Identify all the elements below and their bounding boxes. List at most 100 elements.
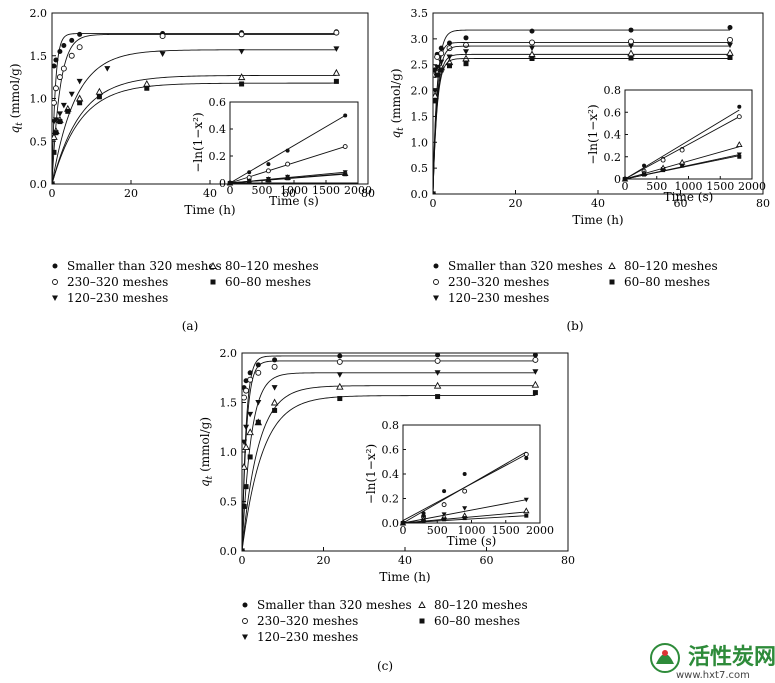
x-tick-label: 0 xyxy=(239,554,246,567)
chart-panel-2: 0 20 40 60 80 0.0 0.5 1.0 1.5 2.0 2.5 3.0 3.5 Time (h… xyxy=(389,7,770,333)
data-point xyxy=(104,66,111,72)
legend-marker xyxy=(242,602,248,608)
watermark: 活性炭网 www.hxt7.com xyxy=(650,643,775,681)
series-fit-line xyxy=(52,49,337,184)
x-tick-label: 60 xyxy=(282,187,296,200)
chart-panel-1: 0 20 40 60 80 0.0 0.5 1.0 1.5 2.0 Time (h) qt (mmol… xyxy=(8,7,375,333)
data-point xyxy=(57,48,63,54)
data-point xyxy=(532,390,538,396)
inset-y-tick-label: 0 xyxy=(614,173,621,186)
y-tick-label: 3.0 xyxy=(411,33,429,46)
inset-data-point xyxy=(523,497,529,503)
series-4 xyxy=(242,380,540,551)
data-point xyxy=(434,64,441,71)
inset-series-5 xyxy=(623,154,742,181)
inset-data-point xyxy=(660,157,666,163)
x-axis-label: Time (h) xyxy=(572,213,623,227)
panel-label: (c) xyxy=(377,659,393,673)
inset-y-axis-label: −ln(1−x²) xyxy=(191,112,205,172)
data-point xyxy=(628,55,634,61)
legend-item: 60–80 meshes xyxy=(210,275,311,289)
legend-item: 60–80 meshes xyxy=(609,275,710,289)
data-point xyxy=(237,73,246,81)
inset-series-5 xyxy=(401,513,529,525)
data-point xyxy=(434,357,441,364)
data-point xyxy=(726,48,734,56)
legend-marker xyxy=(433,263,439,269)
inset-frame xyxy=(402,424,541,524)
data-point xyxy=(56,111,63,117)
y-axis-label: qt (mmol/g) xyxy=(8,63,25,133)
legend-label: Smaller than 320 meshes xyxy=(448,259,603,273)
legend-marker xyxy=(433,279,439,285)
data-point xyxy=(56,74,63,81)
inset-data-point xyxy=(285,176,290,181)
inset-data-point xyxy=(524,513,529,518)
data-point xyxy=(271,363,278,370)
legend-item: Smaller than 320 meshes xyxy=(433,259,603,273)
y-axis-label-base: q xyxy=(198,479,212,487)
inset-data-point xyxy=(343,172,348,177)
inset-x-axis-label: Time (s) xyxy=(269,194,319,208)
series-fit-line xyxy=(52,33,337,184)
inset-x-tick-label: 1000 xyxy=(458,524,486,537)
data-point xyxy=(52,133,58,140)
inset-data-point xyxy=(680,163,685,168)
y-axis-label-sub: t xyxy=(396,127,406,131)
inset-data-point xyxy=(679,147,685,153)
data-point xyxy=(238,48,245,55)
inset-y-axis-label: −ln(1−x²) xyxy=(586,104,600,164)
y-tick-label: 3.5 xyxy=(411,7,429,20)
series-2 xyxy=(52,29,340,184)
legend-item: 120–230 meshes xyxy=(52,291,168,305)
data-point xyxy=(271,385,278,391)
data-point xyxy=(433,98,438,104)
data-point xyxy=(272,357,278,363)
data-point xyxy=(627,49,635,57)
inset-frame xyxy=(229,101,359,184)
data-point xyxy=(628,38,634,45)
data-point xyxy=(52,117,59,123)
inset-x-tick-label: 2000 xyxy=(738,180,766,193)
series-fit-line xyxy=(242,360,536,551)
inset-x-tick-label: 0 xyxy=(227,184,234,197)
data-point xyxy=(628,43,634,50)
legend-marker xyxy=(242,618,248,624)
inset-x-tick-label: 1500 xyxy=(492,524,520,537)
legend-label: 230–320 meshes xyxy=(257,614,358,628)
series-5 xyxy=(52,78,339,184)
data-point xyxy=(532,369,539,375)
data-point xyxy=(332,68,341,76)
y-tick-label: 1.0 xyxy=(30,93,48,106)
inset-data-point xyxy=(285,161,291,167)
y-tick-label: 2.0 xyxy=(30,7,48,20)
data-point xyxy=(242,394,247,401)
inset-data-point xyxy=(462,488,468,494)
inset-data-point xyxy=(623,177,627,181)
x-tick-label: 60 xyxy=(480,554,494,567)
series-2 xyxy=(242,356,539,551)
inset-data-point xyxy=(265,168,271,174)
legend-label: Smaller than 320 meshes xyxy=(67,259,222,273)
legend-item: 60–80 meshes xyxy=(419,614,520,628)
data-point xyxy=(61,42,67,48)
inset-data-point xyxy=(462,472,467,476)
data-point xyxy=(53,85,59,92)
data-point xyxy=(52,149,57,155)
series-fit-line xyxy=(52,74,337,184)
series-2 xyxy=(433,36,733,194)
watermark-url: www.hxt7.com xyxy=(676,670,750,681)
legend-label: 230–320 meshes xyxy=(448,275,549,289)
inset-data-point xyxy=(401,521,405,525)
data-point xyxy=(727,36,733,43)
data-point xyxy=(159,33,166,40)
data-point xyxy=(65,108,71,114)
y-axis-label: qt (mmol/g) xyxy=(389,68,406,138)
series-fit-line xyxy=(52,33,337,184)
data-point xyxy=(246,428,254,436)
inset-data-point xyxy=(441,502,447,508)
data-point xyxy=(242,503,247,509)
data-point xyxy=(243,387,250,394)
data-point xyxy=(272,407,278,413)
